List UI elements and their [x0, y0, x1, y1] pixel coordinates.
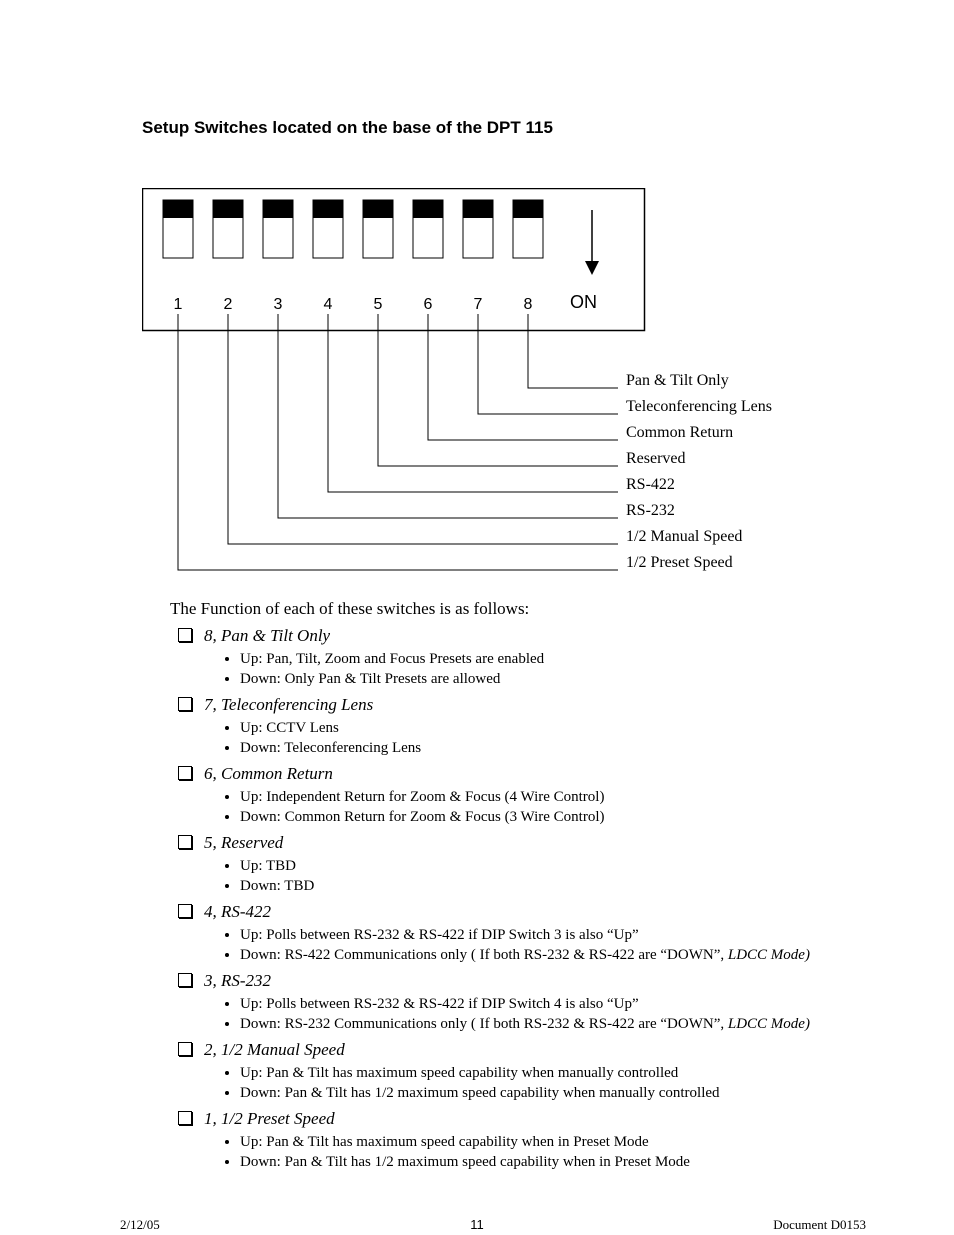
switch-3-label: RS-232: [626, 502, 675, 520]
switch-sub-list: Up: Polls between RS-232 & RS-422 if DIP…: [178, 995, 834, 1035]
switch-2-label: 1/2 Manual Speed: [626, 528, 742, 546]
switch-entry: 5, Reserved Up: TBDDown: TBD: [178, 832, 834, 897]
switch-sub-item: Up: Independent Return for Zoom & Focus …: [240, 788, 834, 808]
switch-number-3: 3: [258, 296, 298, 314]
switch-number-5: 5: [358, 296, 398, 314]
switch-title-text: 2, 1/2 Manual Speed: [204, 1040, 345, 1059]
switch-title: 3, RS-232: [178, 970, 834, 993]
switch-number-8: 8: [508, 296, 548, 314]
switch-number-7: 7: [458, 296, 498, 314]
switch-sub-item: Down: RS-232 Communications only ( If bo…: [240, 1015, 834, 1035]
switch-title: 6, Common Return: [178, 763, 834, 786]
switch-sub-item: Up: Pan & Tilt has maximum speed capabil…: [240, 1133, 834, 1153]
switch-sub-item: Up: Pan & Tilt has maximum speed capabil…: [240, 1064, 834, 1084]
switch-title-text: 4, RS-422: [204, 902, 271, 921]
checkbox-icon: [178, 766, 192, 780]
switch-sub-list: Up: Pan, Tilt, Zoom and Focus Presets ar…: [178, 650, 834, 690]
switch-title: 1, 1/2 Preset Speed: [178, 1108, 834, 1131]
switch-6-label: Common Return: [626, 424, 733, 442]
checkbox-icon: [178, 973, 192, 987]
switch-4-label: RS-422: [626, 476, 675, 494]
switch-entry: 4, RS-422 Up: Polls between RS-232 & RS-4…: [178, 901, 834, 966]
switch-entry: 3, RS-232 Up: Polls between RS-232 & RS-4…: [178, 970, 834, 1035]
switch-sub-item: Down: RS-422 Communications only ( If bo…: [240, 946, 834, 966]
section-heading: Setup Switches located on the base of th…: [142, 118, 834, 138]
switch-entry: 6, Common Return Up: Independent Return f…: [178, 763, 834, 828]
switch-title-text: 3, RS-232: [204, 971, 271, 990]
switch-title: 2, 1/2 Manual Speed: [178, 1039, 834, 1062]
switch-entry: 7, Teleconferencing Lens Up: CCTV LensDow…: [178, 694, 834, 759]
checkbox-icon: [178, 835, 192, 849]
switch-title: 5, Reserved: [178, 832, 834, 855]
switch-title: 7, Teleconferencing Lens: [178, 694, 834, 717]
switch-title-text: 7, Teleconferencing Lens: [204, 695, 373, 714]
switch-5-label: Reserved: [626, 450, 686, 468]
switch-number-2: 2: [208, 296, 248, 314]
switch-1-label: 1/2 Preset Speed: [626, 554, 733, 572]
switch-sub-item: Up: CCTV Lens: [240, 719, 834, 739]
switch-title-text: 1, 1/2 Preset Speed: [204, 1109, 335, 1128]
switch-title-text: 5, Reserved: [204, 833, 283, 852]
switch-sub-item: Down: Pan & Tilt has 1/2 maximum speed c…: [240, 1153, 834, 1173]
switch-number-4: 4: [308, 296, 348, 314]
switch-sub-list: Up: Pan & Tilt has maximum speed capabil…: [178, 1133, 834, 1173]
switch-sub-list: Up: Pan & Tilt has maximum speed capabil…: [178, 1064, 834, 1104]
switch-number-1: 1: [158, 296, 198, 314]
intro-text: The Function of each of these switches i…: [170, 599, 834, 619]
switch-sub-item: Up: TBD: [240, 857, 834, 877]
switch-sub-list: Up: Independent Return for Zoom & Focus …: [178, 788, 834, 828]
switch-8-label: Pan & Tilt Only: [626, 372, 729, 390]
switch-sub-item: Down: Teleconferencing Lens: [240, 739, 834, 759]
switch-title-text: 8, Pan & Tilt Only: [204, 626, 330, 645]
switch-number-6: 6: [408, 296, 448, 314]
switch-sub-item: Up: Polls between RS-232 & RS-422 if DIP…: [240, 926, 834, 946]
switch-title: 8, Pan & Tilt Only: [178, 625, 834, 648]
dip-switch-diagram: 12345678 ON Pan & Tilt Only Teleconferencin…: [142, 188, 842, 583]
switch-sub-item: Down: TBD: [240, 877, 834, 897]
switch-entry: 2, 1/2 Manual Speed Up: Pan & Tilt has ma…: [178, 1039, 834, 1104]
ldcc-mode-note: LDCC Mode): [728, 1016, 810, 1032]
switch-sub-item: Up: Polls between RS-232 & RS-422 if DIP…: [240, 995, 834, 1015]
checkbox-icon: [178, 904, 192, 918]
switch-sub-item: Down: Common Return for Zoom & Focus (3 …: [240, 808, 834, 828]
switch-title: 4, RS-422: [178, 901, 834, 924]
switch-sub-list: Up: Polls between RS-232 & RS-422 if DIP…: [178, 926, 834, 966]
switch-sub-item: Down: Pan & Tilt has 1/2 maximum speed c…: [240, 1084, 834, 1104]
switch-entry: 8, Pan & Tilt Only Up: Pan, Tilt, Zoom an…: [178, 625, 834, 690]
switch-entry: 1, 1/2 Preset Speed Up: Pan & Tilt has ma…: [178, 1108, 834, 1173]
checkbox-icon: [178, 1042, 192, 1056]
switch-sub-item: Down: Only Pan & Tilt Presets are allowe…: [240, 670, 834, 690]
diagram-svg: [142, 188, 842, 583]
on-label: ON: [570, 292, 597, 313]
switch-function-list: 8, Pan & Tilt Only Up: Pan, Tilt, Zoom an…: [178, 625, 834, 1173]
switch-title-text: 6, Common Return: [204, 764, 333, 783]
switch-7-label: Teleconferencing Lens: [626, 398, 772, 416]
checkbox-icon: [178, 1111, 192, 1125]
checkbox-icon: [178, 628, 192, 642]
checkbox-icon: [178, 697, 192, 711]
switch-sub-item: Up: Pan, Tilt, Zoom and Focus Presets ar…: [240, 650, 834, 670]
ldcc-mode-note: LDCC Mode): [728, 947, 810, 963]
switch-sub-list: Up: CCTV LensDown: Teleconferencing Lens: [178, 719, 834, 759]
footer-document-id: Document D0153: [773, 1217, 866, 1233]
switch-sub-list: Up: TBDDown: TBD: [178, 857, 834, 897]
